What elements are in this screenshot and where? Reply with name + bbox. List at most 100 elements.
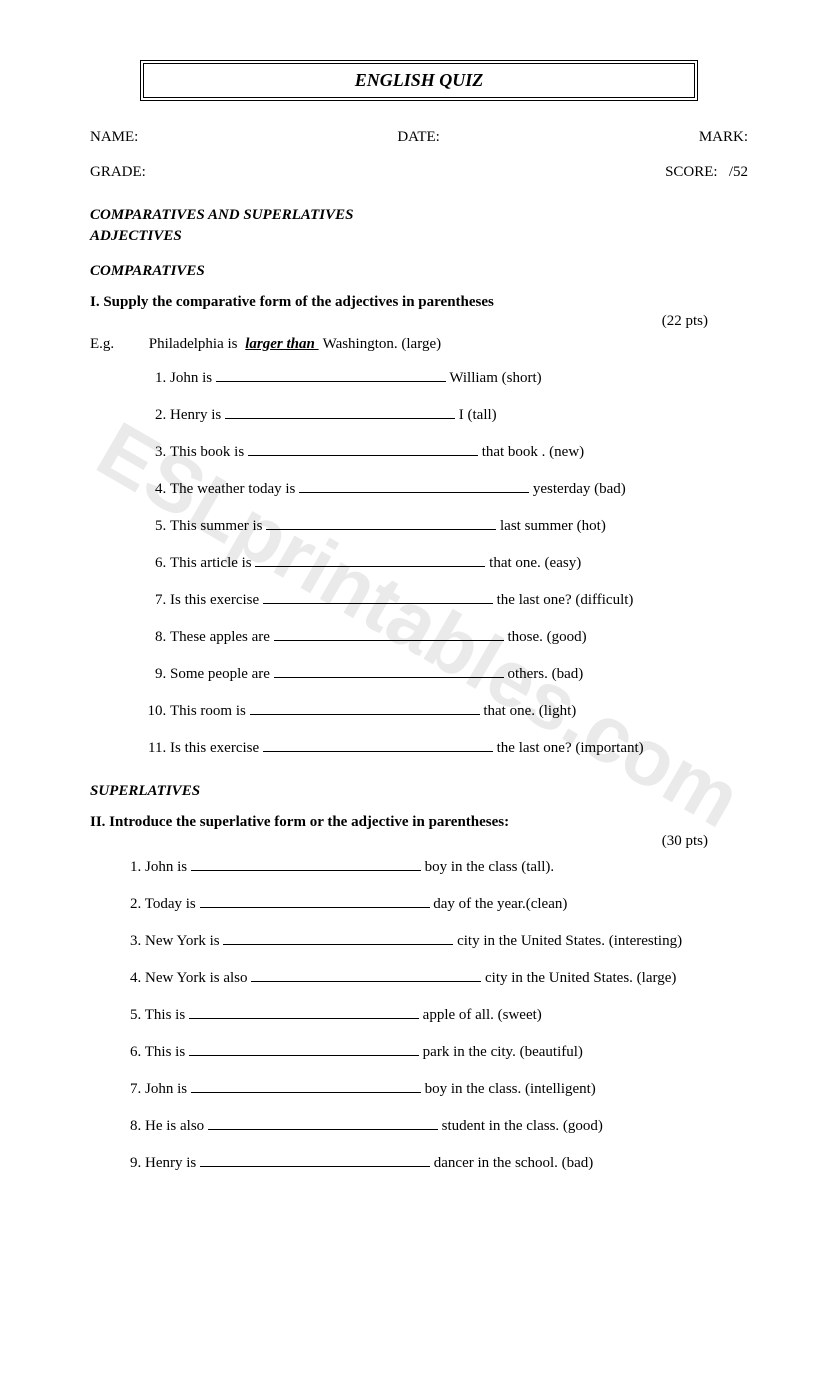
item-before: This article is: [170, 555, 255, 571]
comparatives-example: E.g. Philadelphia is larger than Washing…: [90, 336, 748, 353]
item-after: day of the year.(clean): [430, 896, 568, 912]
item-after: yesterday (bad): [529, 481, 626, 497]
comparatives-points: (22 pts): [90, 313, 748, 330]
item-before: The weather today is: [170, 481, 299, 497]
item-before: Some people are: [170, 666, 274, 682]
superlative-item: 6. This is park in the city. (beautiful): [130, 1041, 748, 1063]
item-before: This book is: [170, 444, 248, 460]
item-before: These apples are: [170, 629, 274, 645]
item-before: Is this exercise: [170, 740, 263, 756]
blank-line[interactable]: [189, 1041, 419, 1056]
item-number: 8.: [130, 1118, 145, 1134]
item-after: that one. (light): [480, 703, 577, 719]
blank-line[interactable]: [248, 441, 478, 456]
item-before: John is: [145, 859, 191, 875]
item-after: that one. (easy): [485, 555, 581, 571]
blank-line[interactable]: [189, 1004, 419, 1019]
item-number: 2.: [130, 896, 145, 912]
info-row-1: NAME: DATE: MARK:: [90, 129, 748, 146]
item-after: the last one? (difficult): [493, 592, 634, 608]
item-after: last summer (hot): [496, 518, 606, 534]
superlative-item: 8. He is also student in the class. (goo…: [130, 1115, 748, 1137]
superlatives-points: (30 pts): [90, 833, 748, 850]
comparatives-heading: COMPARATIVES: [90, 263, 748, 280]
superlative-item: 5. This is apple of all. (sweet): [130, 1004, 748, 1026]
blank-line[interactable]: [255, 552, 485, 567]
info-row-2: GRADE: SCORE: /52: [90, 164, 748, 181]
superlative-item: 1. John is boy in the class (tall).: [130, 856, 748, 878]
item-before: Today is: [145, 896, 200, 912]
comparative-item: The weather today is yesterday (bad): [170, 478, 748, 500]
comparative-item: This book is that book . (new): [170, 441, 748, 463]
superlative-item: 3. New York is city in the United States…: [130, 930, 748, 952]
example-after: Washington. (large): [323, 336, 441, 352]
item-before: Henry is: [170, 407, 225, 423]
item-after: city in the United States. (large): [481, 970, 676, 986]
item-number: 5.: [130, 1007, 145, 1023]
item-after: those. (good): [504, 629, 587, 645]
topic-line-2: ADJECTIVES: [90, 228, 748, 245]
item-after: that book . (new): [478, 444, 584, 460]
item-after: dancer in the school. (bad): [430, 1155, 593, 1171]
item-after: others. (bad): [504, 666, 584, 682]
example-before: Philadelphia is: [149, 336, 238, 352]
blank-line[interactable]: [223, 930, 453, 945]
item-number: 1.: [130, 859, 145, 875]
blank-line[interactable]: [200, 1152, 430, 1167]
blank-line[interactable]: [216, 367, 446, 382]
blank-line[interactable]: [299, 478, 529, 493]
example-answer: larger than: [241, 336, 322, 352]
score-label: SCORE: /52: [665, 164, 748, 181]
blank-line[interactable]: [263, 589, 493, 604]
superlatives-heading: SUPERLATIVES: [90, 783, 748, 800]
blank-line[interactable]: [225, 404, 455, 419]
mark-label: MARK:: [699, 129, 748, 146]
superlative-item: 2. Today is day of the year.(clean): [130, 893, 748, 915]
item-after: the last one? (important): [493, 740, 644, 756]
item-number: 6.: [130, 1044, 145, 1060]
item-after: student in the class. (good): [438, 1118, 603, 1134]
comparative-item: This summer is last summer (hot): [170, 515, 748, 537]
blank-line[interactable]: [191, 1078, 421, 1093]
comparatives-list: John is William (short)Henry is I (tall)…: [90, 367, 748, 759]
item-before: New York is also: [145, 970, 251, 986]
item-after: park in the city. (beautiful): [419, 1044, 583, 1060]
worksheet-page: ESLprintables.com ENGLISH QUIZ NAME: DAT…: [0, 0, 838, 1249]
item-before: Is this exercise: [170, 592, 263, 608]
item-after: boy in the class (tall).: [421, 859, 554, 875]
blank-line[interactable]: [208, 1115, 438, 1130]
item-after: William (short): [446, 370, 542, 386]
blank-line[interactable]: [266, 515, 496, 530]
item-number: 7.: [130, 1081, 145, 1097]
superlatives-instruction: II. Introduce the superlative form or th…: [90, 814, 748, 831]
item-before: This room is: [170, 703, 250, 719]
item-before: This is: [145, 1007, 189, 1023]
item-before: This is: [145, 1044, 189, 1060]
quiz-title: ENGLISH QUIZ: [355, 70, 484, 90]
superlative-item: 7. John is boy in the class. (intelligen…: [130, 1078, 748, 1100]
item-number: 4.: [130, 970, 145, 986]
blank-line[interactable]: [274, 626, 504, 641]
name-label: NAME:: [90, 129, 138, 146]
comparative-item: Is this exercise the last one? (difficul…: [170, 589, 748, 611]
superlatives-list: 1. John is boy in the class (tall). 2. To…: [90, 856, 748, 1174]
grade-label: GRADE:: [90, 164, 146, 181]
item-before: New York is: [145, 933, 223, 949]
quiz-title-box: ENGLISH QUIZ: [140, 60, 698, 101]
blank-line[interactable]: [263, 737, 493, 752]
comparative-item: This article is that one. (easy): [170, 552, 748, 574]
comparative-item: This room is that one. (light): [170, 700, 748, 722]
item-before: John is: [145, 1081, 191, 1097]
blank-line[interactable]: [251, 967, 481, 982]
item-number: 3.: [130, 933, 145, 949]
blank-line[interactable]: [274, 663, 504, 678]
item-before: Henry is: [145, 1155, 200, 1171]
blank-line[interactable]: [191, 856, 421, 871]
blank-line[interactable]: [250, 700, 480, 715]
item-number: 9.: [130, 1155, 145, 1171]
item-after: I (tall): [455, 407, 497, 423]
comparative-item: Henry is I (tall): [170, 404, 748, 426]
topic-line-1: COMPARATIVES AND SUPERLATIVES: [90, 207, 748, 224]
comparatives-instruction: I. Supply the comparative form of the ad…: [90, 294, 748, 311]
blank-line[interactable]: [200, 893, 430, 908]
